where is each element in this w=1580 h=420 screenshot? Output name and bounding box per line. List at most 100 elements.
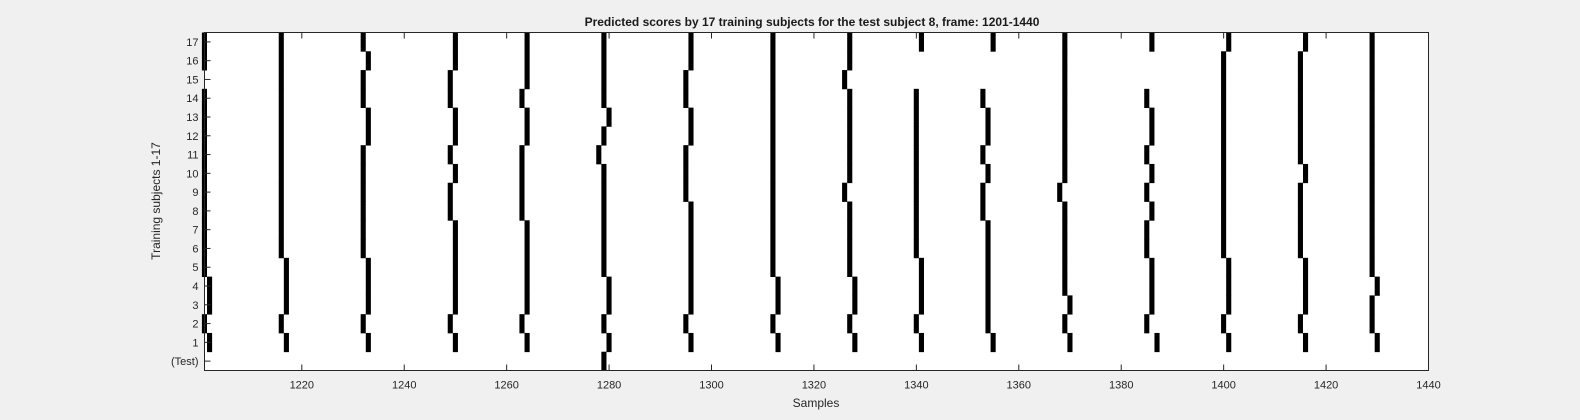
mark-row-12-sample-1279 <box>601 126 607 146</box>
mark-row-9-sample-1216 <box>278 182 284 202</box>
mark-row-17-sample-1312 <box>770 32 776 52</box>
mark-row-6-sample-1296 <box>688 239 694 259</box>
mark-row-3-sample-1341 <box>918 295 924 315</box>
mark-row-3-sample-1401 <box>1226 295 1232 315</box>
y-tick-label: 5 <box>192 262 198 274</box>
x-axis-label: Samples <box>793 396 840 410</box>
mark-row-16-sample-1400 <box>1221 51 1227 71</box>
mark-row-6-sample-1429 <box>1369 239 1375 259</box>
mark-row-4-sample-1280 <box>606 276 612 296</box>
mark-row-14-sample-1369 <box>1062 88 1068 109</box>
mark-row-5-sample-1386 <box>1149 257 1155 278</box>
mark-row-16-sample-1216 <box>278 51 284 71</box>
mark-row-8-sample-1369 <box>1062 201 1068 221</box>
mark-row-14-sample-1415 <box>1297 88 1303 109</box>
mark-row-2-sample-1295 <box>683 314 689 334</box>
mark-row-17-sample-1429 <box>1369 32 1375 52</box>
mark-row-9-sample-1353 <box>980 182 986 202</box>
y-tick-label: 15 <box>186 74 198 86</box>
mark-row-17-sample-1386 <box>1149 32 1155 52</box>
mark-row-10-sample-1386 <box>1149 163 1155 184</box>
mark-row-16-sample-1327 <box>847 51 853 71</box>
mark-row-4-sample-1416 <box>1302 276 1309 296</box>
x-tick-label: 1440 <box>1416 380 1440 392</box>
mark-row-10-sample-1400 <box>1221 163 1227 184</box>
mark-row-9-sample-1340 <box>913 182 919 202</box>
x-tick-label: 1400 <box>1211 380 1235 392</box>
mark-row-17-sample-1416 <box>1302 32 1309 52</box>
mark-row-9-sample-1385 <box>1144 182 1150 202</box>
mark-row-1-sample-1280 <box>606 332 612 353</box>
mark-row-10-sample-1312 <box>770 163 776 184</box>
mark-row-11-sample-1369 <box>1062 145 1068 165</box>
mark-row-10-sample-1416 <box>1302 163 1309 184</box>
mark-row-13-sample-1369 <box>1062 107 1068 127</box>
mark-row-12-sample-1340 <box>913 126 919 146</box>
mark-row-13-sample-1233 <box>365 107 371 127</box>
mark-row-10-sample-1216 <box>278 163 284 184</box>
mark-row-1-sample-1416 <box>1302 332 1309 353</box>
mark-row-8-sample-1400 <box>1221 201 1227 221</box>
mark-row-5-sample-1369 <box>1062 257 1068 278</box>
mark-row-16-sample-1312 <box>770 51 776 71</box>
mark-row-9-sample-1400 <box>1221 182 1227 202</box>
mark-row-6-sample-1354 <box>985 239 991 259</box>
mark-row-13-sample-1327 <box>847 107 853 127</box>
mark-row-16-sample-1429 <box>1369 51 1375 71</box>
mark-row-3-sample-1264 <box>524 295 530 315</box>
mark-row-1-sample-1313 <box>775 332 781 353</box>
mark-row-4-sample-1430 <box>1374 276 1380 296</box>
mark-row-12-sample-1327 <box>847 126 853 146</box>
mark-row-3-sample-1250 <box>452 295 458 315</box>
y-tick-label: 4 <box>192 281 198 293</box>
mark-row-2-sample-1400 <box>1221 314 1227 334</box>
mark-row-10-sample-1232 <box>360 163 366 184</box>
mark-row-1-sample-1401 <box>1226 332 1232 353</box>
mark-row-3-sample-1296 <box>688 295 694 315</box>
mark-row-13-sample-1312 <box>770 107 776 127</box>
mark-row-3-sample-1328 <box>852 295 858 315</box>
mark-row-7-sample-1264 <box>524 220 530 240</box>
mark-row-test-sample-1279 <box>601 351 607 371</box>
mark-row-8-sample-1216 <box>278 201 284 221</box>
mark-row-3-sample-1429 <box>1369 295 1375 315</box>
mark-row-3-sample-1313 <box>775 295 781 315</box>
mark-row-4-sample-1401 <box>1226 276 1232 296</box>
mark-row-13-sample-1400 <box>1221 107 1227 127</box>
mark-row-2-sample-1216 <box>278 314 284 334</box>
mark-row-4-sample-1233 <box>365 276 371 296</box>
mark-row-14-sample-1216 <box>278 88 284 109</box>
mark-row-12-sample-1386 <box>1149 126 1155 146</box>
mark-row-4-sample-1313 <box>775 276 781 296</box>
mark-row-11-sample-1295 <box>683 145 689 165</box>
mark-row-13-sample-1429 <box>1369 107 1375 127</box>
mark-row-3-sample-1386 <box>1149 295 1155 315</box>
mark-row-16-sample-1233 <box>365 51 371 71</box>
mark-row-4-sample-1264 <box>524 276 530 296</box>
mark-row-4-sample-1369 <box>1062 276 1068 296</box>
mark-row-10-sample-1340 <box>913 163 919 184</box>
mark-row-15-sample-1415 <box>1297 70 1303 90</box>
mark-row-11-sample-1249 <box>447 145 453 165</box>
mark-row-8-sample-1249 <box>447 201 453 221</box>
plot-area <box>204 32 1429 371</box>
mark-row-15-sample-1279 <box>601 70 607 90</box>
y-axis-label: Training subjects 1-17 <box>149 142 163 260</box>
mark-row-11-sample-1340 <box>913 145 919 165</box>
mark-row-12-sample-1312 <box>770 126 776 146</box>
mark-row-15-sample-1295 <box>683 70 689 90</box>
x-tick-label: 1300 <box>699 380 723 392</box>
mark-row-10-sample-1250 <box>452 163 458 184</box>
mark-row-7-sample-1369 <box>1062 220 1068 240</box>
mark-row-2-sample-1279 <box>601 314 607 334</box>
y-tick-label: 16 <box>186 56 198 68</box>
mark-row-16-sample-1415 <box>1297 51 1303 71</box>
mark-row-1-sample-1430 <box>1374 332 1380 353</box>
mark-row-15-sample-1249 <box>447 70 453 90</box>
mark-row-8-sample-1232 <box>360 201 366 221</box>
mark-row-14-sample-1312 <box>770 88 776 109</box>
mark-row-15-sample-1429 <box>1369 70 1375 90</box>
mark-row-14-sample-1279 <box>601 88 607 109</box>
mark-row-3-sample-1370 <box>1067 295 1073 315</box>
y-tick-label: 10 <box>186 168 198 180</box>
